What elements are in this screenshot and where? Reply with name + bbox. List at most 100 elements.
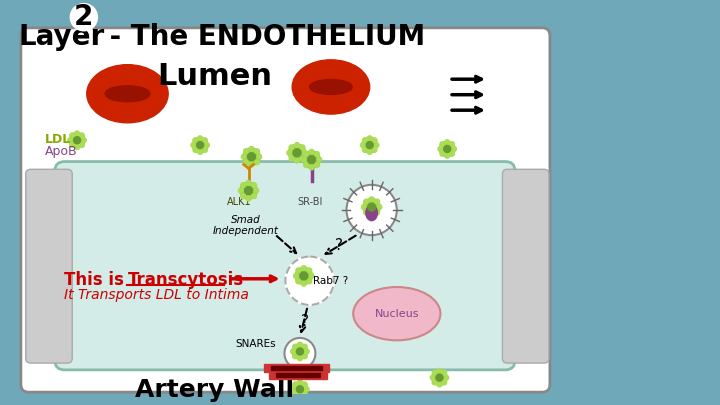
Circle shape [442,371,446,375]
Circle shape [293,392,297,396]
Circle shape [293,149,301,157]
Circle shape [302,392,307,396]
Circle shape [302,150,307,155]
Circle shape [302,157,306,162]
Circle shape [366,142,373,149]
FancyBboxPatch shape [503,169,549,363]
Circle shape [440,142,445,147]
Circle shape [289,156,294,161]
Circle shape [302,281,306,286]
Text: Rab7 ?: Rab7 ? [313,276,348,286]
Circle shape [432,370,447,386]
Circle shape [309,149,314,154]
Circle shape [251,194,256,198]
Text: Transcytosis: Transcytosis [127,271,243,289]
Text: 2: 2 [74,3,94,31]
Circle shape [436,374,443,381]
Circle shape [296,279,301,284]
Circle shape [254,188,258,193]
Circle shape [374,210,379,215]
Circle shape [297,342,302,347]
Circle shape [296,268,301,273]
Circle shape [361,205,366,209]
Circle shape [241,154,246,159]
Circle shape [346,185,397,235]
Circle shape [284,338,315,369]
Text: SNAREs: SNAREs [235,339,276,349]
FancyBboxPatch shape [264,364,329,372]
Circle shape [79,133,84,138]
Circle shape [288,144,306,162]
Circle shape [257,154,261,159]
Text: Lumen: Lumen [157,62,272,91]
Circle shape [438,147,443,151]
Circle shape [251,183,256,188]
Circle shape [364,210,369,215]
Circle shape [75,131,79,136]
Circle shape [367,136,372,141]
Circle shape [300,156,305,161]
Text: Layer: Layer [19,23,105,51]
Circle shape [245,187,253,194]
Ellipse shape [292,60,369,114]
Circle shape [295,267,312,285]
Circle shape [249,162,254,167]
Circle shape [294,273,299,278]
Circle shape [81,138,86,143]
Circle shape [432,380,437,385]
Circle shape [297,380,302,385]
Text: ?: ? [335,239,343,254]
Circle shape [198,136,202,141]
Circle shape [249,147,254,151]
Circle shape [294,143,300,147]
Circle shape [368,203,376,211]
Circle shape [304,152,308,157]
Circle shape [292,344,307,359]
Circle shape [69,132,85,148]
Circle shape [192,137,208,153]
Circle shape [374,199,379,204]
FancyBboxPatch shape [12,2,708,394]
Circle shape [71,4,97,31]
Text: This is: This is [65,271,130,289]
Circle shape [202,138,207,143]
Text: It Transports LDL to Intima: It Transports LDL to Intima [65,288,249,301]
FancyBboxPatch shape [269,371,327,379]
Circle shape [302,266,306,271]
Circle shape [372,147,377,152]
Circle shape [240,194,246,198]
Circle shape [317,157,322,162]
Text: LDL: LDL [45,134,71,147]
Circle shape [449,151,454,156]
FancyBboxPatch shape [276,373,320,377]
Circle shape [297,386,303,393]
Circle shape [243,160,248,164]
Circle shape [367,149,372,154]
Circle shape [297,394,302,399]
Circle shape [293,354,297,359]
Circle shape [432,371,437,375]
Circle shape [255,160,259,164]
Circle shape [304,163,308,168]
Circle shape [294,158,300,163]
Circle shape [293,382,297,387]
Circle shape [377,205,382,209]
FancyBboxPatch shape [21,28,550,392]
Ellipse shape [354,287,441,340]
Circle shape [246,196,251,201]
Circle shape [255,149,259,153]
Circle shape [204,143,210,147]
Circle shape [305,387,309,392]
Text: Smad
Independent: Smad Independent [212,215,279,237]
Circle shape [303,151,320,168]
Circle shape [297,356,302,361]
Circle shape [240,183,246,188]
Circle shape [240,182,257,199]
Circle shape [302,354,307,359]
Circle shape [197,142,204,149]
Text: Artery Wall: Artery Wall [135,377,294,402]
Circle shape [292,382,307,397]
Circle shape [285,256,334,305]
Circle shape [302,344,307,349]
Circle shape [300,145,305,150]
